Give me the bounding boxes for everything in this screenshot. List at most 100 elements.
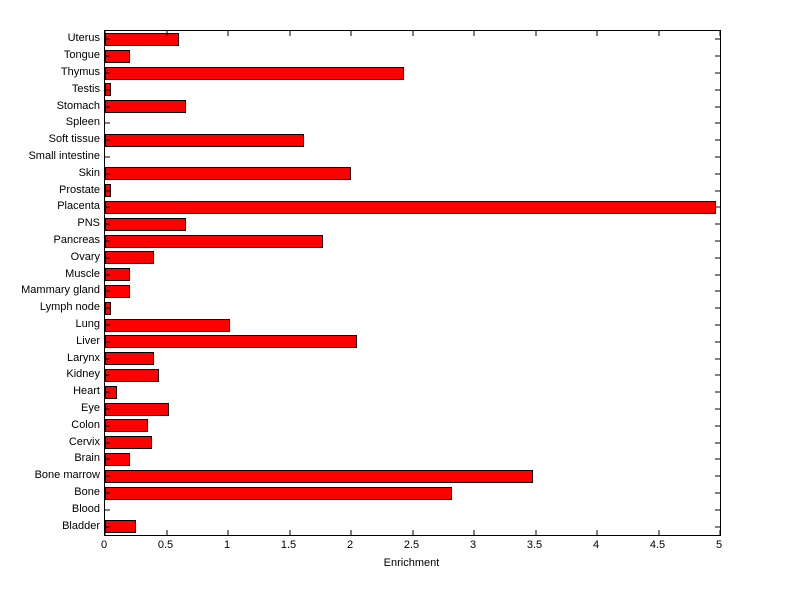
y-tick-label-lung: Lung — [75, 318, 100, 330]
y-tick-label-thymus: Thymus — [60, 66, 100, 78]
x-tick-mark — [412, 530, 413, 535]
y-tick-mark — [715, 257, 720, 259]
y-tick-label-kidney: Kidney — [66, 368, 100, 381]
y-tick-mark — [105, 307, 110, 309]
y-tick-mark — [715, 341, 720, 343]
x-tick-mark — [227, 530, 229, 535]
bar-eye — [105, 402, 169, 416]
y-tick-mark — [105, 442, 110, 444]
y-tick-label-prostate: Prostate — [59, 183, 100, 196]
y-tick-label-placenta: Placenta — [57, 200, 100, 213]
y-tick-mark — [105, 509, 110, 511]
x-tick-mark — [473, 530, 475, 535]
y-tick-label-eye: Eye — [81, 402, 100, 414]
y-tick-mark — [715, 324, 720, 326]
y-tick-mark — [715, 122, 720, 124]
x-tick-mark — [658, 31, 659, 36]
y-tick-label-tongue: Tongue — [63, 49, 100, 62]
y-tick-mark — [105, 38, 110, 40]
bar-skin — [105, 167, 351, 181]
x-tick-label-3-5: 3.5 — [526, 539, 543, 551]
y-tick-mark — [105, 72, 110, 74]
y-tick-mark — [715, 408, 720, 410]
bar-cervix — [105, 436, 152, 450]
bar-soft-tissue — [105, 133, 305, 147]
bar-uterus — [105, 32, 179, 46]
bar-bone — [105, 486, 452, 500]
x-tick-label-4-5: 4.5 — [649, 539, 666, 551]
y-tick-mark — [715, 526, 720, 528]
x-tick-label-0-5: 0.5 — [157, 539, 174, 551]
x-tick-mark — [104, 530, 106, 535]
bar-kidney — [105, 368, 160, 382]
x-tick-mark — [596, 31, 598, 36]
y-tick-mark — [105, 257, 110, 259]
y-tick-label-stomach: Stomach — [56, 99, 100, 112]
y-tick-label-mammary-gland: Mammary gland — [21, 284, 100, 297]
x-tick-mark — [350, 530, 352, 535]
y-tick-mark — [105, 240, 110, 242]
y-tick-mark — [715, 458, 720, 460]
y-tick-mark — [105, 341, 110, 343]
y-tick-label-larynx: Larynx — [66, 351, 100, 364]
y-tick-mark — [105, 290, 110, 292]
y-tick-mark — [105, 55, 110, 57]
x-tick-mark — [166, 530, 167, 535]
y-tick-mark — [105, 89, 110, 91]
bar-liver — [105, 335, 358, 349]
y-tick-mark — [105, 106, 110, 108]
y-tick-label-muscle: Muscle — [65, 267, 100, 280]
x-tick-mark — [412, 31, 413, 36]
y-tick-mark — [715, 190, 720, 192]
y-tick-mark — [105, 274, 110, 276]
y-tick-mark — [105, 408, 110, 410]
y-tick-mark — [715, 156, 720, 158]
y-tick-mark — [105, 122, 110, 124]
y-tick-mark — [715, 509, 720, 511]
y-tick-mark — [715, 223, 720, 225]
y-tick-mark — [715, 72, 720, 74]
bar-larynx — [105, 352, 155, 366]
y-tick-mark — [715, 425, 720, 427]
x-tick-label-1-5: 1.5 — [280, 539, 297, 551]
y-tick-mark — [105, 475, 110, 477]
x-tick-mark — [473, 31, 475, 36]
bar-pancreas — [105, 234, 323, 248]
bar-stomach — [105, 100, 187, 114]
y-tick-mark — [105, 139, 110, 141]
y-tick-mark — [715, 173, 720, 175]
y-tick-mark — [105, 324, 110, 326]
y-tick-mark — [715, 374, 720, 376]
y-tick-mark — [105, 526, 110, 528]
bar-bone-marrow — [105, 469, 534, 483]
x-tick-mark — [535, 530, 536, 535]
x-tick-mark — [350, 31, 352, 36]
y-tick-mark — [715, 38, 720, 40]
x-tick-mark — [289, 31, 290, 36]
x-tick-mark — [166, 31, 167, 36]
y-tick-label-testis: Testis — [71, 82, 100, 95]
x-tick-mark — [596, 530, 598, 535]
y-tick-label-skin: Skin — [78, 166, 100, 179]
x-tick-mark — [719, 31, 721, 36]
x-tick-label-4: 4 — [592, 539, 600, 551]
y-tick-label-pns: PNS — [77, 217, 100, 230]
y-tick-mark — [715, 139, 720, 141]
x-axis-label: Enrichment — [383, 557, 440, 569]
y-tick-mark — [715, 89, 720, 91]
y-tick-label-soft-tissue: Soft tissue — [48, 133, 100, 146]
x-tick-mark — [658, 530, 659, 535]
y-tick-mark — [715, 442, 720, 444]
x-tick-label-3: 3 — [469, 539, 477, 551]
x-tick-mark — [227, 31, 229, 36]
x-tick-label-2-5: 2.5 — [403, 539, 420, 551]
y-tick-mark — [105, 458, 110, 460]
x-tick-label-2: 2 — [346, 539, 354, 551]
y-tick-label-bladder: Bladder — [62, 519, 100, 532]
y-tick-label-brain: Brain — [74, 452, 100, 465]
y-tick-label-uterus: Uterus — [67, 32, 100, 45]
x-tick-label-5: 5 — [715, 539, 723, 551]
y-tick-label-liver: Liver — [76, 334, 100, 347]
y-tick-mark — [715, 274, 720, 276]
